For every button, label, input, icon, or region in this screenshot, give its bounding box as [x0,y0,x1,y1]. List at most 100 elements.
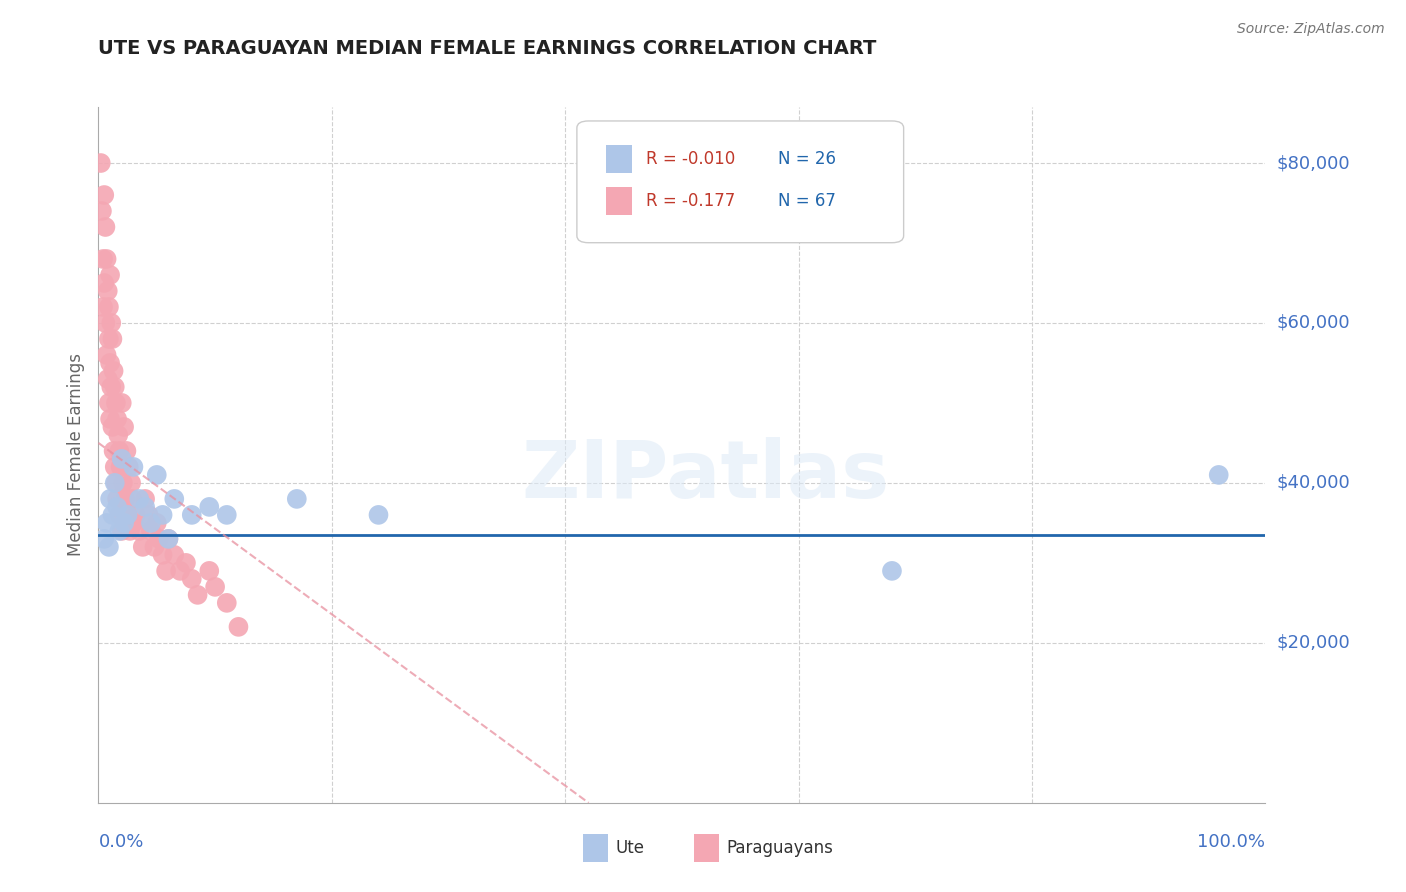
Text: $40,000: $40,000 [1277,474,1350,491]
Point [110,459,132,474]
FancyBboxPatch shape [606,187,631,215]
Point [132,540,155,554]
FancyBboxPatch shape [576,121,904,243]
Point [101,420,124,434]
Point [100,380,122,394]
Point [146,516,169,530]
Point [111,396,134,410]
Point [108,524,131,538]
Y-axis label: Median Female Earnings: Median Female Earnings [66,353,84,557]
Point [118,524,141,538]
Text: R = -0.177: R = -0.177 [645,192,735,210]
Point [98,412,121,426]
Text: ZIPatlas: ZIPatlas [522,437,890,515]
Point [157,532,180,546]
Point [174,556,197,570]
FancyBboxPatch shape [606,145,631,173]
Point [91,252,114,266]
Point [117,508,139,522]
Point [93,276,115,290]
Point [117,508,139,522]
Point [139,524,162,538]
Point [120,475,142,490]
Point [104,475,127,490]
Point [115,444,138,458]
Point [118,459,141,474]
Point [111,451,134,466]
Text: N = 26: N = 26 [778,150,835,169]
Point [101,508,124,522]
Point [122,459,145,474]
Point [111,524,134,538]
Point [128,491,150,506]
Point [134,500,156,514]
Point [180,572,202,586]
Text: R = -0.010: R = -0.010 [645,150,735,169]
Point [125,508,148,522]
Point [114,491,136,506]
Text: UTE VS PARAGUAYAN MEDIAN FEMALE EARNINGS CORRELATION CHART: UTE VS PARAGUAYAN MEDIAN FEMALE EARNINGS… [98,39,877,58]
Point [97,332,120,346]
Point [180,508,202,522]
Point [97,284,120,298]
Point [93,188,115,202]
Point [215,508,238,522]
Point [97,540,120,554]
Point [91,300,114,314]
Point [198,564,221,578]
Point [198,500,221,514]
Point [112,516,135,530]
Point [1208,467,1230,482]
Text: Paraguayans: Paraguayans [727,839,834,857]
Point [146,467,169,482]
Point [107,428,129,442]
Point [90,156,112,170]
Point [204,580,226,594]
Point [108,508,131,522]
Point [155,564,177,578]
Point [100,316,122,330]
Text: Ute: Ute [616,839,644,857]
Point [98,268,121,282]
Point [285,491,308,506]
Point [122,516,145,530]
Point [104,459,127,474]
Point [163,491,186,506]
Point [152,508,174,522]
Point [96,252,118,266]
Point [97,372,120,386]
Point [121,491,143,506]
Point [94,219,117,234]
Point [128,524,150,538]
Point [105,491,128,506]
Point [97,396,120,410]
Point [105,412,128,426]
Point [215,596,238,610]
Point [163,548,186,562]
Point [187,588,209,602]
Point [103,444,125,458]
Point [143,540,166,554]
Point [139,516,162,530]
Point [111,475,134,490]
Point [148,532,170,546]
Point [94,316,117,330]
Point [880,564,903,578]
Point [90,204,112,219]
Point [103,364,125,378]
Text: 100.0%: 100.0% [1198,833,1265,851]
Point [104,475,127,490]
Point [112,420,135,434]
Point [152,548,174,562]
Point [96,348,118,362]
Point [134,491,156,506]
Point [96,516,118,530]
Text: $80,000: $80,000 [1277,154,1350,172]
Point [138,508,160,522]
Text: 0.0%: 0.0% [98,833,143,851]
Point [157,532,180,546]
Point [101,332,124,346]
Text: N = 67: N = 67 [778,192,835,210]
Point [104,380,127,394]
Point [93,532,115,546]
